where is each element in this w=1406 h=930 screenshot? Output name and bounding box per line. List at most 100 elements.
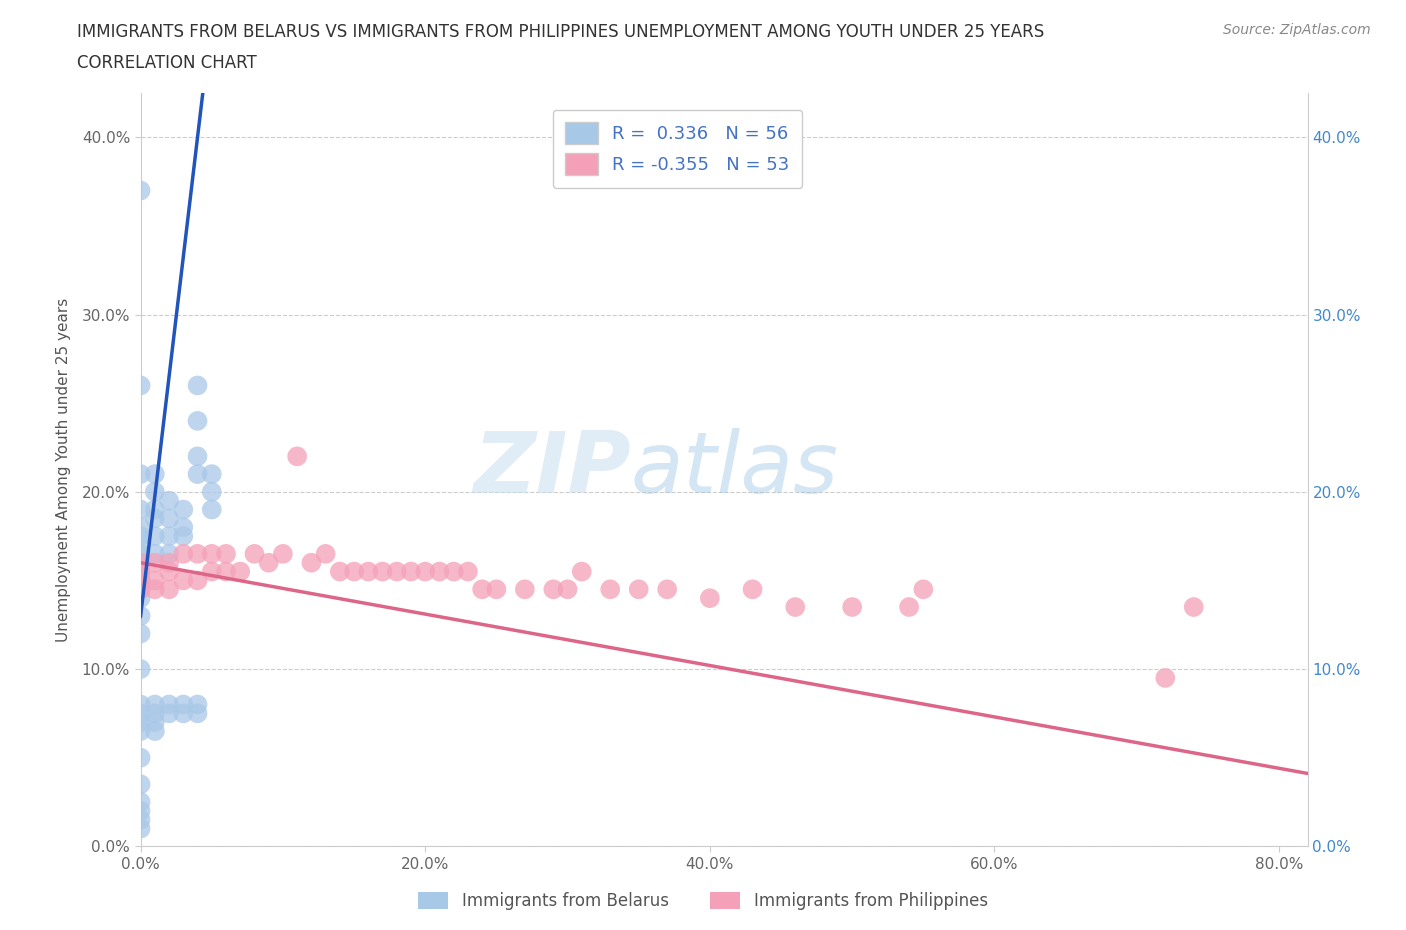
Point bbox=[129, 467, 152, 482]
Y-axis label: Unemployment Among Youth under 25 years: Unemployment Among Youth under 25 years bbox=[56, 298, 70, 642]
Point bbox=[157, 528, 180, 543]
Point bbox=[201, 502, 224, 517]
Point bbox=[201, 547, 224, 562]
Point bbox=[172, 520, 194, 535]
Point bbox=[741, 582, 763, 597]
Point bbox=[413, 565, 436, 579]
Point bbox=[129, 582, 152, 597]
Point bbox=[399, 565, 422, 579]
Point bbox=[129, 724, 152, 738]
Point bbox=[129, 573, 152, 588]
Point bbox=[243, 547, 266, 562]
Text: CORRELATION CHART: CORRELATION CHART bbox=[77, 54, 257, 72]
Point bbox=[157, 493, 180, 508]
Point bbox=[315, 547, 337, 562]
Point bbox=[186, 449, 208, 464]
Point bbox=[215, 565, 238, 579]
Point bbox=[841, 600, 863, 615]
Point bbox=[129, 715, 152, 730]
Point bbox=[129, 626, 152, 641]
Point bbox=[143, 724, 166, 738]
Point bbox=[129, 706, 152, 721]
Text: ZIP: ZIP bbox=[472, 428, 631, 512]
Point bbox=[157, 547, 180, 562]
Point bbox=[627, 582, 650, 597]
Point bbox=[129, 582, 152, 597]
Legend: Immigrants from Belarus, Immigrants from Philippines: Immigrants from Belarus, Immigrants from… bbox=[412, 885, 994, 917]
Point bbox=[201, 485, 224, 499]
Point bbox=[129, 378, 152, 392]
Point bbox=[143, 467, 166, 482]
Point bbox=[143, 547, 166, 562]
Point bbox=[215, 547, 238, 562]
Point bbox=[129, 661, 152, 676]
Point bbox=[129, 520, 152, 535]
Legend: R =  0.336   N = 56, R = -0.355   N = 53: R = 0.336 N = 56, R = -0.355 N = 53 bbox=[553, 110, 803, 188]
Point bbox=[201, 565, 224, 579]
Point bbox=[143, 528, 166, 543]
Point bbox=[186, 706, 208, 721]
Point bbox=[172, 698, 194, 712]
Point bbox=[129, 751, 152, 765]
Point bbox=[357, 565, 380, 579]
Point bbox=[143, 698, 166, 712]
Point bbox=[143, 502, 166, 517]
Point bbox=[129, 502, 152, 517]
Point bbox=[143, 573, 166, 588]
Point bbox=[271, 547, 294, 562]
Point bbox=[129, 528, 152, 543]
Point bbox=[186, 573, 208, 588]
Point bbox=[129, 565, 152, 579]
Point bbox=[157, 565, 180, 579]
Point bbox=[898, 600, 921, 615]
Point bbox=[129, 538, 152, 552]
Point bbox=[513, 582, 536, 597]
Point bbox=[599, 582, 621, 597]
Point bbox=[385, 565, 408, 579]
Point bbox=[657, 582, 679, 597]
Point bbox=[257, 555, 280, 570]
Point bbox=[172, 502, 194, 517]
Point bbox=[571, 565, 593, 579]
Point bbox=[129, 555, 152, 570]
Point bbox=[157, 698, 180, 712]
Text: atlas: atlas bbox=[631, 428, 839, 512]
Point bbox=[429, 565, 451, 579]
Point bbox=[186, 547, 208, 562]
Point bbox=[557, 582, 579, 597]
Point bbox=[157, 706, 180, 721]
Point bbox=[186, 378, 208, 392]
Point bbox=[186, 467, 208, 482]
Point bbox=[129, 608, 152, 623]
Point bbox=[485, 582, 508, 597]
Point bbox=[172, 547, 194, 562]
Point bbox=[129, 698, 152, 712]
Point bbox=[143, 706, 166, 721]
Point bbox=[343, 565, 366, 579]
Point bbox=[471, 582, 494, 597]
Point bbox=[157, 555, 180, 570]
Point bbox=[186, 698, 208, 712]
Point bbox=[543, 582, 565, 597]
Point bbox=[143, 511, 166, 525]
Point bbox=[785, 600, 807, 615]
Point bbox=[912, 582, 935, 597]
Point bbox=[157, 511, 180, 525]
Point bbox=[201, 467, 224, 482]
Point bbox=[129, 547, 152, 562]
Point bbox=[129, 591, 152, 605]
Point bbox=[143, 582, 166, 597]
Point bbox=[443, 565, 465, 579]
Point bbox=[1182, 600, 1205, 615]
Text: IMMIGRANTS FROM BELARUS VS IMMIGRANTS FROM PHILIPPINES UNEMPLOYMENT AMONG YOUTH : IMMIGRANTS FROM BELARUS VS IMMIGRANTS FR… bbox=[77, 23, 1045, 41]
Point bbox=[371, 565, 394, 579]
Point bbox=[285, 449, 308, 464]
Point bbox=[172, 706, 194, 721]
Point bbox=[172, 573, 194, 588]
Point bbox=[1154, 671, 1177, 685]
Point bbox=[143, 485, 166, 499]
Point bbox=[129, 573, 152, 588]
Point bbox=[172, 528, 194, 543]
Point bbox=[457, 565, 479, 579]
Point bbox=[229, 565, 252, 579]
